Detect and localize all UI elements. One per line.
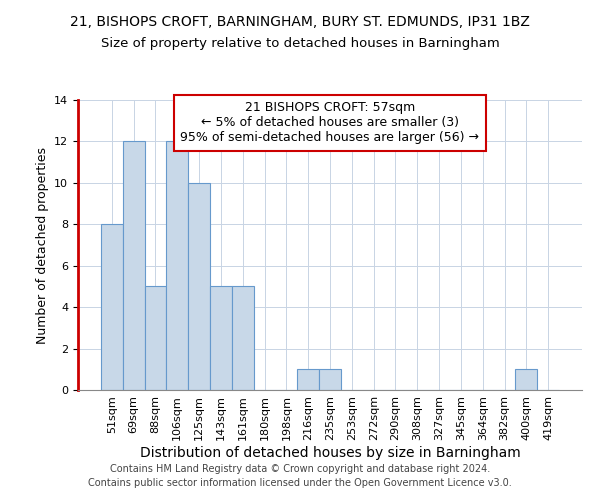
Text: Contains HM Land Registry data © Crown copyright and database right 2024.
Contai: Contains HM Land Registry data © Crown c… [88, 464, 512, 487]
Bar [188, 183, 210, 390]
Bar [297, 370, 319, 390]
Text: 21, BISHOPS CROFT, BARNINGHAM, BURY ST. EDMUNDS, IP31 1BZ: 21, BISHOPS CROFT, BARNINGHAM, BURY ST. … [70, 15, 530, 29]
Text: Size of property relative to detached houses in Barningham: Size of property relative to detached ho… [101, 38, 499, 51]
X-axis label: Distribution of detached houses by size in Barningham: Distribution of detached houses by size … [140, 446, 520, 460]
Bar [123, 142, 145, 390]
Bar [232, 286, 254, 390]
Bar [515, 370, 537, 390]
Bar [145, 286, 166, 390]
Bar [166, 142, 188, 390]
Bar [210, 286, 232, 390]
Bar [101, 224, 123, 390]
Y-axis label: Number of detached properties: Number of detached properties [35, 146, 49, 344]
Text: 21 BISHOPS CROFT: 57sqm
← 5% of detached houses are smaller (3)
95% of semi-deta: 21 BISHOPS CROFT: 57sqm ← 5% of detached… [181, 102, 479, 144]
Bar [319, 370, 341, 390]
